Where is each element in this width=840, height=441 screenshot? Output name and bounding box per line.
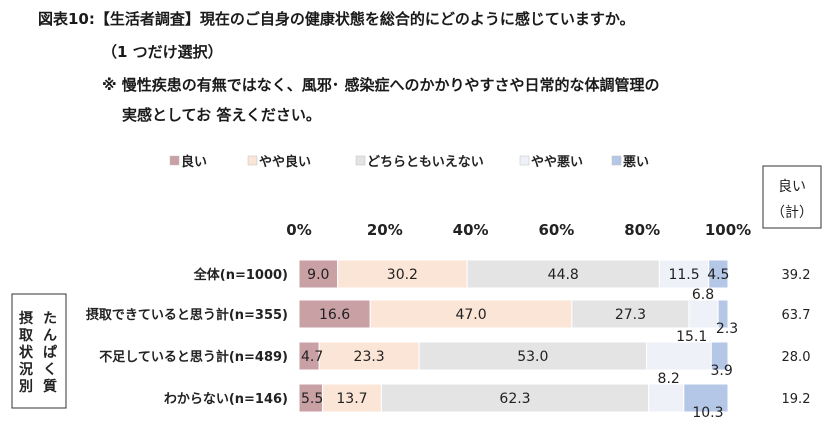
x-tick-label: 0% bbox=[286, 221, 311, 239]
bar-segment bbox=[708, 259, 729, 289]
group-label-char: 別 bbox=[18, 379, 33, 395]
bar-segment bbox=[683, 383, 729, 413]
x-tick-label: 40% bbox=[453, 221, 489, 239]
chart-title: 図表10:【生活者調査】現在のご自身の健康状態を総合的にどのように感じていますか… bbox=[38, 10, 635, 28]
value-label: 8.2 bbox=[658, 371, 680, 387]
value-label: 2.3 bbox=[716, 321, 738, 337]
group-label-char: 況 bbox=[19, 361, 33, 378]
group-label-char: 状 bbox=[19, 344, 34, 361]
value-label: 10.3 bbox=[692, 405, 723, 421]
value-label: 27.3 bbox=[615, 307, 646, 323]
stacked-bar-chart: 良い やや良い どちらともいえない やや悪い 悪い 0% 20% 40% 60% 80% 100% 良… bbox=[11, 154, 822, 421]
value-label: 23.3 bbox=[354, 349, 385, 365]
legend-label: 良い bbox=[181, 154, 207, 170]
x-tick-label: 100% bbox=[705, 221, 751, 239]
category-label: 全体(n=1000) bbox=[193, 267, 288, 283]
bar-segment bbox=[298, 259, 339, 289]
legend-swatch bbox=[611, 155, 622, 166]
bar-segment bbox=[688, 299, 719, 329]
legend-label: やや良い bbox=[259, 154, 311, 170]
group-label-box bbox=[11, 293, 67, 409]
value-label: 9.0 bbox=[307, 267, 329, 283]
value-label: 3.9 bbox=[711, 363, 733, 379]
bar-segment bbox=[322, 383, 382, 413]
group-label-column: 摂取状況別 bbox=[18, 310, 34, 395]
bar-segment bbox=[337, 259, 468, 289]
value-label: 62.3 bbox=[499, 391, 530, 407]
bar-segment bbox=[717, 299, 729, 329]
value-label: 4.5 bbox=[707, 267, 729, 283]
category-label: 摂取できていると思う計(n=355) bbox=[86, 307, 288, 323]
value-label: 15.1 bbox=[676, 329, 707, 345]
totals-header-label: 良い bbox=[778, 179, 806, 195]
value-label: 13.7 bbox=[336, 391, 367, 407]
group-label-column: たんぱく質 bbox=[43, 311, 57, 395]
group-label-char: 取 bbox=[19, 328, 34, 344]
category-label: わからない(n=146) bbox=[164, 392, 288, 407]
value-label: 4.7 bbox=[301, 349, 323, 365]
group-label-char: ぱ bbox=[43, 344, 57, 361]
value-label: 30.2 bbox=[387, 267, 418, 283]
legend-label: やや悪い bbox=[531, 155, 583, 170]
value-label: 5.5 bbox=[301, 391, 323, 407]
value-label: 53.0 bbox=[517, 349, 548, 365]
legend-swatch bbox=[519, 155, 530, 166]
total-value: 63.7 bbox=[782, 308, 811, 323]
total-value: 19.2 bbox=[782, 392, 811, 407]
totals-header-box bbox=[762, 165, 822, 229]
bar-segment bbox=[418, 341, 647, 371]
value-label: 44.8 bbox=[548, 267, 579, 283]
value-label: 11.5 bbox=[668, 267, 699, 283]
x-tick-label: 60% bbox=[538, 221, 574, 239]
chart-subtitle: （1 つだけ選択） bbox=[102, 43, 223, 61]
group-label-char: た bbox=[43, 311, 57, 327]
bar-segment bbox=[298, 299, 371, 329]
bar-segment bbox=[658, 259, 710, 289]
bar-segment bbox=[710, 341, 729, 371]
chart-note-line1: ※ 慢性疾患の有無ではなく、風邪･ 感染症へのかかりやすさや日常的な体調管理の bbox=[102, 76, 660, 94]
total-value: 28.0 bbox=[782, 350, 811, 365]
legend-swatch bbox=[355, 155, 366, 166]
bar-segment bbox=[648, 383, 685, 413]
totals-header-sub: （計） bbox=[771, 205, 813, 221]
bar-segment bbox=[645, 341, 712, 371]
chart-note-line2: 実感としてお 答えください。 bbox=[122, 106, 321, 124]
value-label: 47.0 bbox=[455, 307, 486, 323]
total-value: 39.2 bbox=[782, 268, 811, 283]
legend-label: どちらともいえない bbox=[367, 155, 484, 170]
group-label-char: 質 bbox=[43, 378, 57, 395]
group-label-char: 摂 bbox=[19, 310, 33, 327]
group-label-char: ん bbox=[43, 328, 57, 344]
group-label-char: く bbox=[43, 362, 57, 378]
category-label: 不足していると思う計(n=489) bbox=[99, 349, 288, 365]
legend-swatch bbox=[247, 155, 258, 166]
value-label: 16.6 bbox=[319, 307, 350, 323]
x-tick-label: 80% bbox=[624, 221, 660, 239]
legend-label: 悪い bbox=[623, 155, 649, 170]
value-label: 6.8 bbox=[692, 287, 714, 303]
x-tick-label: 20% bbox=[367, 221, 403, 239]
legend-swatch bbox=[169, 155, 180, 166]
bar-segment bbox=[571, 299, 690, 329]
